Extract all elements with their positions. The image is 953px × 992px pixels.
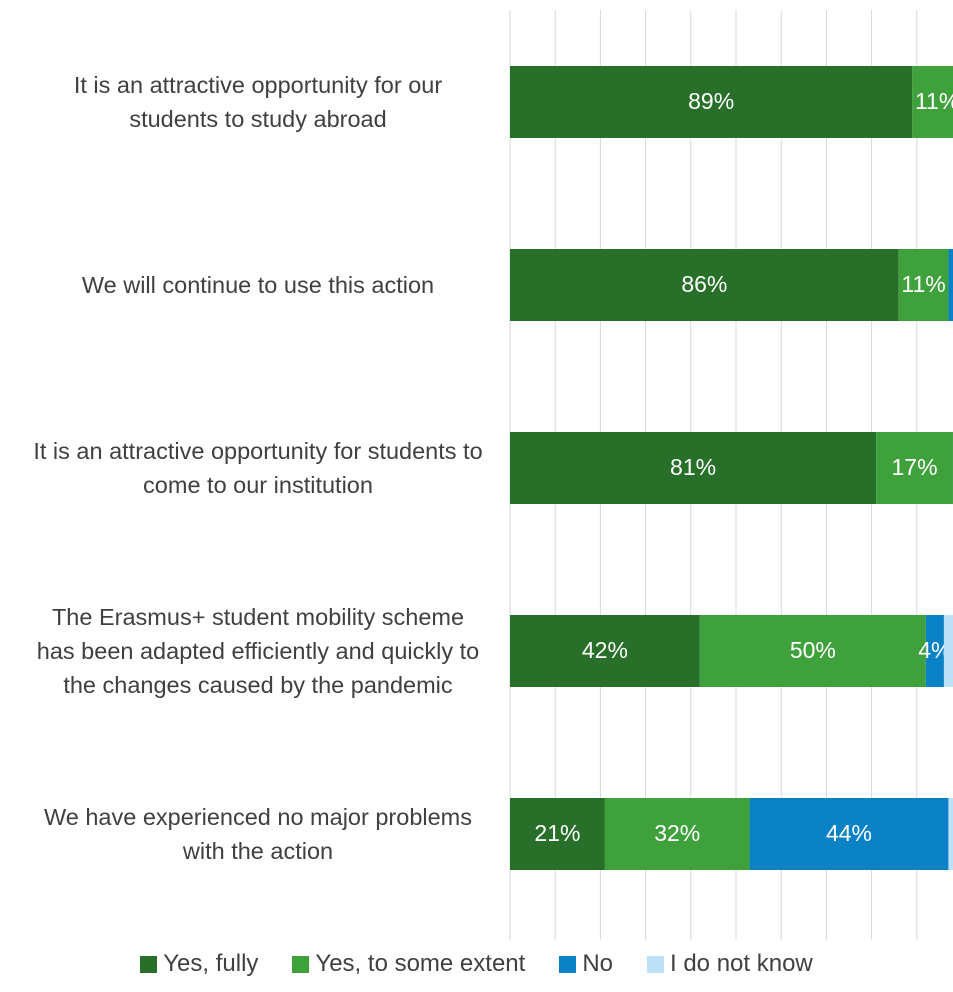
legend-item: I do not know — [647, 950, 813, 978]
category-label: It is an attractive opportunity for stud… — [33, 438, 483, 498]
bar-segment — [510, 249, 899, 321]
category-label: The Erasmus+ student mobility scheme has… — [36, 604, 480, 698]
legend: Yes, fully Yes, to some extent No I do not … — [0, 950, 953, 978]
legend-swatch — [559, 955, 577, 973]
data-label: 32% — [654, 820, 700, 846]
bar-segment — [749, 798, 949, 870]
bar-segment — [699, 615, 926, 687]
category-label: It is an attractive opportunity for our … — [73, 72, 443, 132]
data-label: 86% — [681, 271, 727, 297]
legend-label: I do not know — [670, 950, 813, 977]
bar-segment — [943, 615, 953, 687]
legend-swatch — [647, 955, 664, 973]
bar-segment — [510, 798, 605, 870]
bar-segment — [510, 66, 913, 138]
legend-swatch — [292, 955, 310, 973]
data-label: 42% — [582, 637, 628, 663]
bar-segment — [948, 798, 953, 870]
legend-label: No — [582, 950, 613, 977]
bar-segment — [510, 432, 877, 504]
data-label: 50% — [790, 637, 836, 663]
bar-segment — [912, 66, 953, 138]
data-label: 44% — [826, 820, 872, 846]
bar-segment — [898, 249, 949, 321]
legend-item: No — [559, 950, 613, 978]
bar-segment — [510, 615, 700, 687]
bar-segment — [948, 249, 953, 321]
data-label: 21% — [534, 820, 580, 846]
legend-item: Yes, fully — [140, 950, 258, 978]
bar-segment — [604, 798, 750, 870]
bar-segment — [925, 615, 944, 687]
bar-segment — [876, 432, 953, 504]
data-label: 81% — [670, 454, 716, 480]
plot: 89%11%86%11%81%17%42%50%4%21%32%44% — [509, 10, 953, 940]
category-label: We have experienced no major problems wi… — [43, 804, 472, 864]
data-label: 11% — [915, 88, 953, 114]
legend-label: Yes, fully — [163, 950, 259, 977]
legend-label: Yes, to some extent — [315, 950, 526, 977]
data-label: 11% — [901, 271, 945, 297]
category-label: We will continue to use this action — [81, 272, 435, 298]
data-label: 17% — [892, 454, 938, 480]
legend-item: Yes, to some extent — [292, 950, 525, 978]
legend-swatch — [140, 955, 158, 973]
data-label: 89% — [688, 88, 734, 114]
